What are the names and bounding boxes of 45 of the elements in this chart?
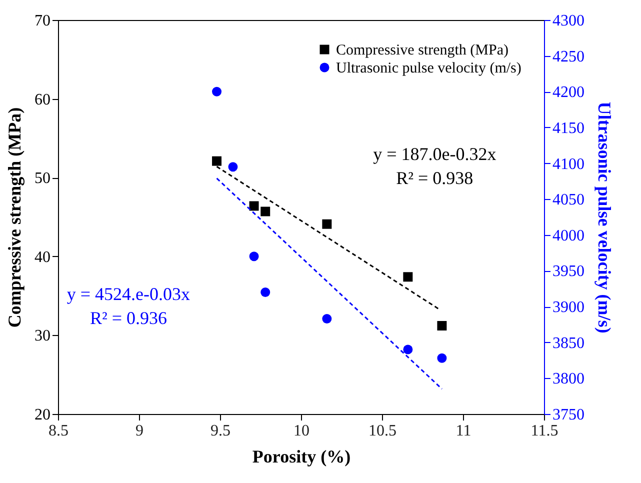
y2-tick-label: 3900 [552, 299, 584, 316]
x-tick-label: 9 [136, 422, 144, 440]
y-tick-label: 20 [34, 406, 50, 424]
x-tick-label: 11.5 [530, 422, 558, 440]
point [437, 321, 447, 330]
y2-tick-label: 3950 [552, 263, 584, 280]
x-tick-label: 10 [294, 422, 310, 440]
y-axis-title: Compressive strength (MPa) [4, 107, 24, 328]
x-axis-title: Porosity (%) [252, 446, 351, 466]
y-tick-label: 60 [34, 91, 50, 108]
point [249, 201, 259, 211]
y2-tick-label: 3750 [552, 406, 584, 424]
y2-axis-title: Ultrasonic pulse velocity (m/s) [594, 102, 614, 334]
annotation: y = 4524.e-0.03x R² = 0.936 [66, 284, 190, 328]
x-tick-label: 11 [456, 422, 472, 440]
point [322, 314, 332, 324]
y2-tick-label: 4000 [552, 227, 584, 244]
point [322, 219, 332, 229]
y2-tick-label: 4200 [552, 84, 584, 102]
point [212, 86, 222, 96]
y-tick-label: 40 [34, 248, 50, 266]
point [212, 156, 222, 166]
y-tick-label: 70 [34, 12, 50, 30]
point [403, 272, 413, 282]
y-tick-label: 50 [34, 170, 50, 188]
y2-tick-label: 4050 [552, 192, 584, 209]
y2-tick-label: 4300 [552, 12, 584, 30]
x-tick-label: 8.5 [48, 422, 68, 440]
x-tick-label: 9.5 [210, 422, 230, 440]
point [403, 344, 413, 354]
point [260, 206, 270, 216]
y2-tick-label: 4250 [552, 48, 584, 66]
point [437, 353, 447, 363]
legend-label: Ultrasonic pulse velocity (m/s) [336, 60, 522, 76]
x-tick-label: 10.5 [368, 422, 396, 440]
y2-tick-label: 3850 [552, 334, 584, 352]
legend-label: Compressive strength (MPa) [336, 42, 508, 58]
point [249, 252, 259, 262]
point [260, 287, 270, 297]
y2-tick-label: 4150 [552, 120, 584, 137]
annotation: y = 187.0e-0.32x R² = 0.938 [373, 144, 496, 188]
y-tick-label: 30 [34, 328, 50, 345]
point [228, 162, 238, 172]
y2-tick-label: 4100 [552, 156, 584, 173]
y2-tick-label: 3800 [552, 370, 584, 388]
